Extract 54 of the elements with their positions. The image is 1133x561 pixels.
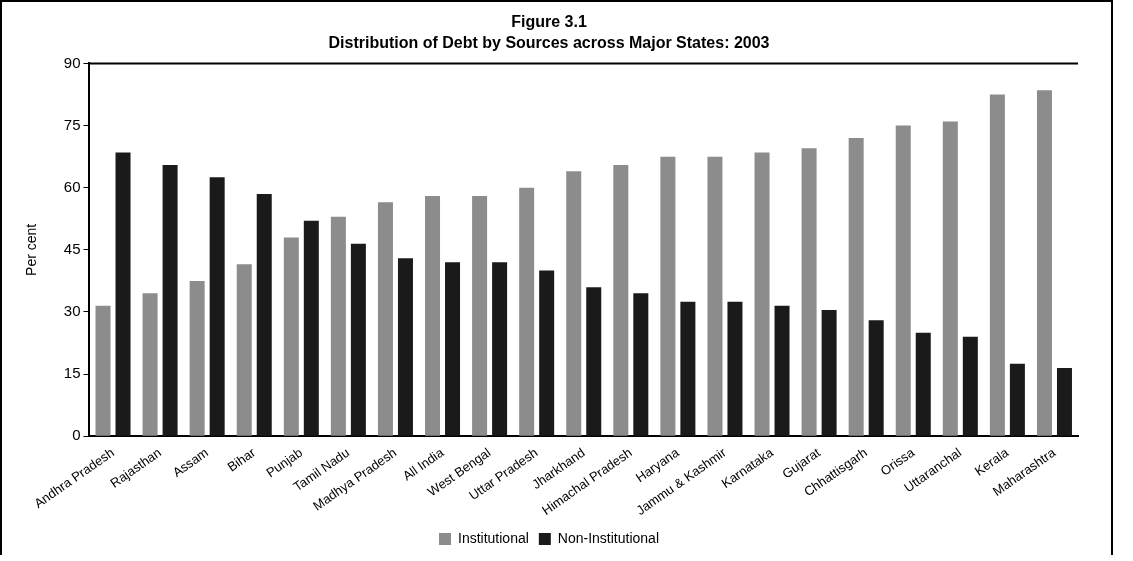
- y-tick-label: 30: [63, 302, 81, 320]
- bar: [821, 309, 837, 436]
- bar: [680, 301, 696, 436]
- chart-title: Figure 3.1: [511, 13, 587, 31]
- legend-label: Non-Institutional: [557, 529, 659, 546]
- y-tick-label: 15: [63, 364, 81, 382]
- bar: [633, 293, 649, 436]
- bar: [256, 193, 272, 436]
- bar: [586, 287, 602, 436]
- bar: [989, 94, 1005, 436]
- bar: [209, 177, 225, 436]
- bar: [115, 152, 131, 436]
- bar: [754, 152, 770, 436]
- chart-subtitle: Distribution of Debt by Sources across Major States: 2003: [328, 34, 770, 52]
- bar: [660, 156, 676, 436]
- bar: [283, 237, 299, 436]
- bar: [189, 280, 205, 436]
- bar: [330, 216, 346, 436]
- bar: [868, 320, 884, 436]
- bar: [377, 202, 393, 436]
- bar: [848, 137, 864, 436]
- bar: [942, 121, 958, 436]
- bar: [1036, 90, 1052, 436]
- legend-label: Institutional: [458, 529, 529, 546]
- bar: [350, 243, 366, 436]
- bar: [492, 262, 508, 436]
- bar: [707, 156, 723, 436]
- y-axis-title: Per cent: [23, 223, 40, 276]
- y-tick-label: 60: [63, 177, 81, 195]
- bar: [727, 301, 743, 436]
- bar: [566, 171, 582, 436]
- bar: [303, 220, 319, 436]
- y-tick-label: 0: [72, 426, 81, 444]
- bar: [539, 270, 555, 436]
- bar: [397, 258, 413, 436]
- bar: [1056, 367, 1072, 436]
- bar: [162, 164, 178, 436]
- bar: [962, 336, 978, 436]
- y-tick-label: 45: [63, 239, 81, 257]
- bar: [425, 195, 441, 436]
- y-tick-label: 75: [63, 115, 81, 133]
- bar: [895, 125, 911, 436]
- bar: [915, 332, 931, 436]
- bar: [95, 305, 111, 436]
- bar: [1009, 363, 1025, 436]
- bar: [613, 164, 629, 436]
- bar: [519, 187, 535, 436]
- bar: [801, 148, 817, 436]
- y-tick-label: 90: [63, 53, 81, 71]
- bar: [236, 264, 252, 436]
- bar: [445, 262, 461, 436]
- bar: [774, 305, 790, 436]
- bar: [142, 293, 158, 436]
- bar: [472, 195, 488, 436]
